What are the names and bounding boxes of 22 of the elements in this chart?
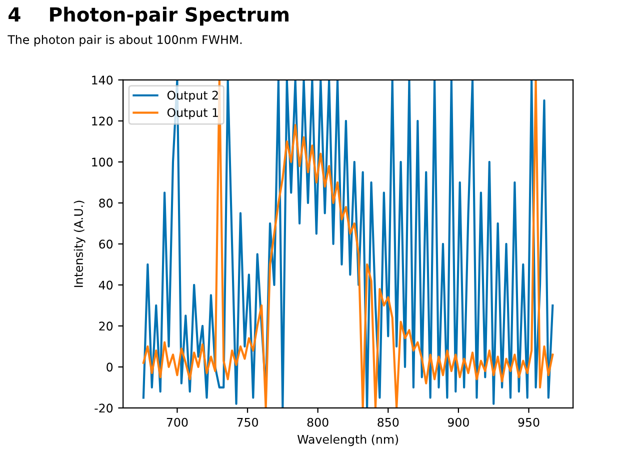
y-axis-title: Intensity (A.U.) (74, 200, 86, 287)
y-tick-label: 20 (99, 322, 113, 331)
legend-label: Output 1 (167, 108, 218, 120)
x-tick-label: 850 (378, 418, 399, 427)
y-tick-label: 140 (92, 76, 113, 85)
x-tick-label: 750 (237, 418, 258, 427)
chart-subtitle: The photon pair is about 100nm FWHM. (8, 34, 242, 46)
y-tick-label: 60 (99, 240, 113, 249)
y-tick-label: 40 (98, 280, 113, 290)
y-tick-label: -20 (94, 404, 113, 413)
x-tick-label: 700 (166, 418, 188, 427)
x-tick-label: 900 (448, 418, 469, 427)
x-tick-label: 800 (307, 418, 328, 427)
chart-title: 4 Photon-pair Spectrum (8, 6, 288, 26)
y-tick-label: 120 (92, 116, 113, 126)
x-tick-label: 950 (518, 418, 540, 427)
x-axis-title: Wavelength (nm) (297, 434, 398, 446)
line-series (142, 80, 554, 408)
y-tick-label: 80 (99, 198, 113, 208)
y-tick-label: 100 (92, 158, 113, 167)
y-tick-label: 0 (106, 362, 113, 372)
legend-label: Output 2 (167, 90, 218, 102)
